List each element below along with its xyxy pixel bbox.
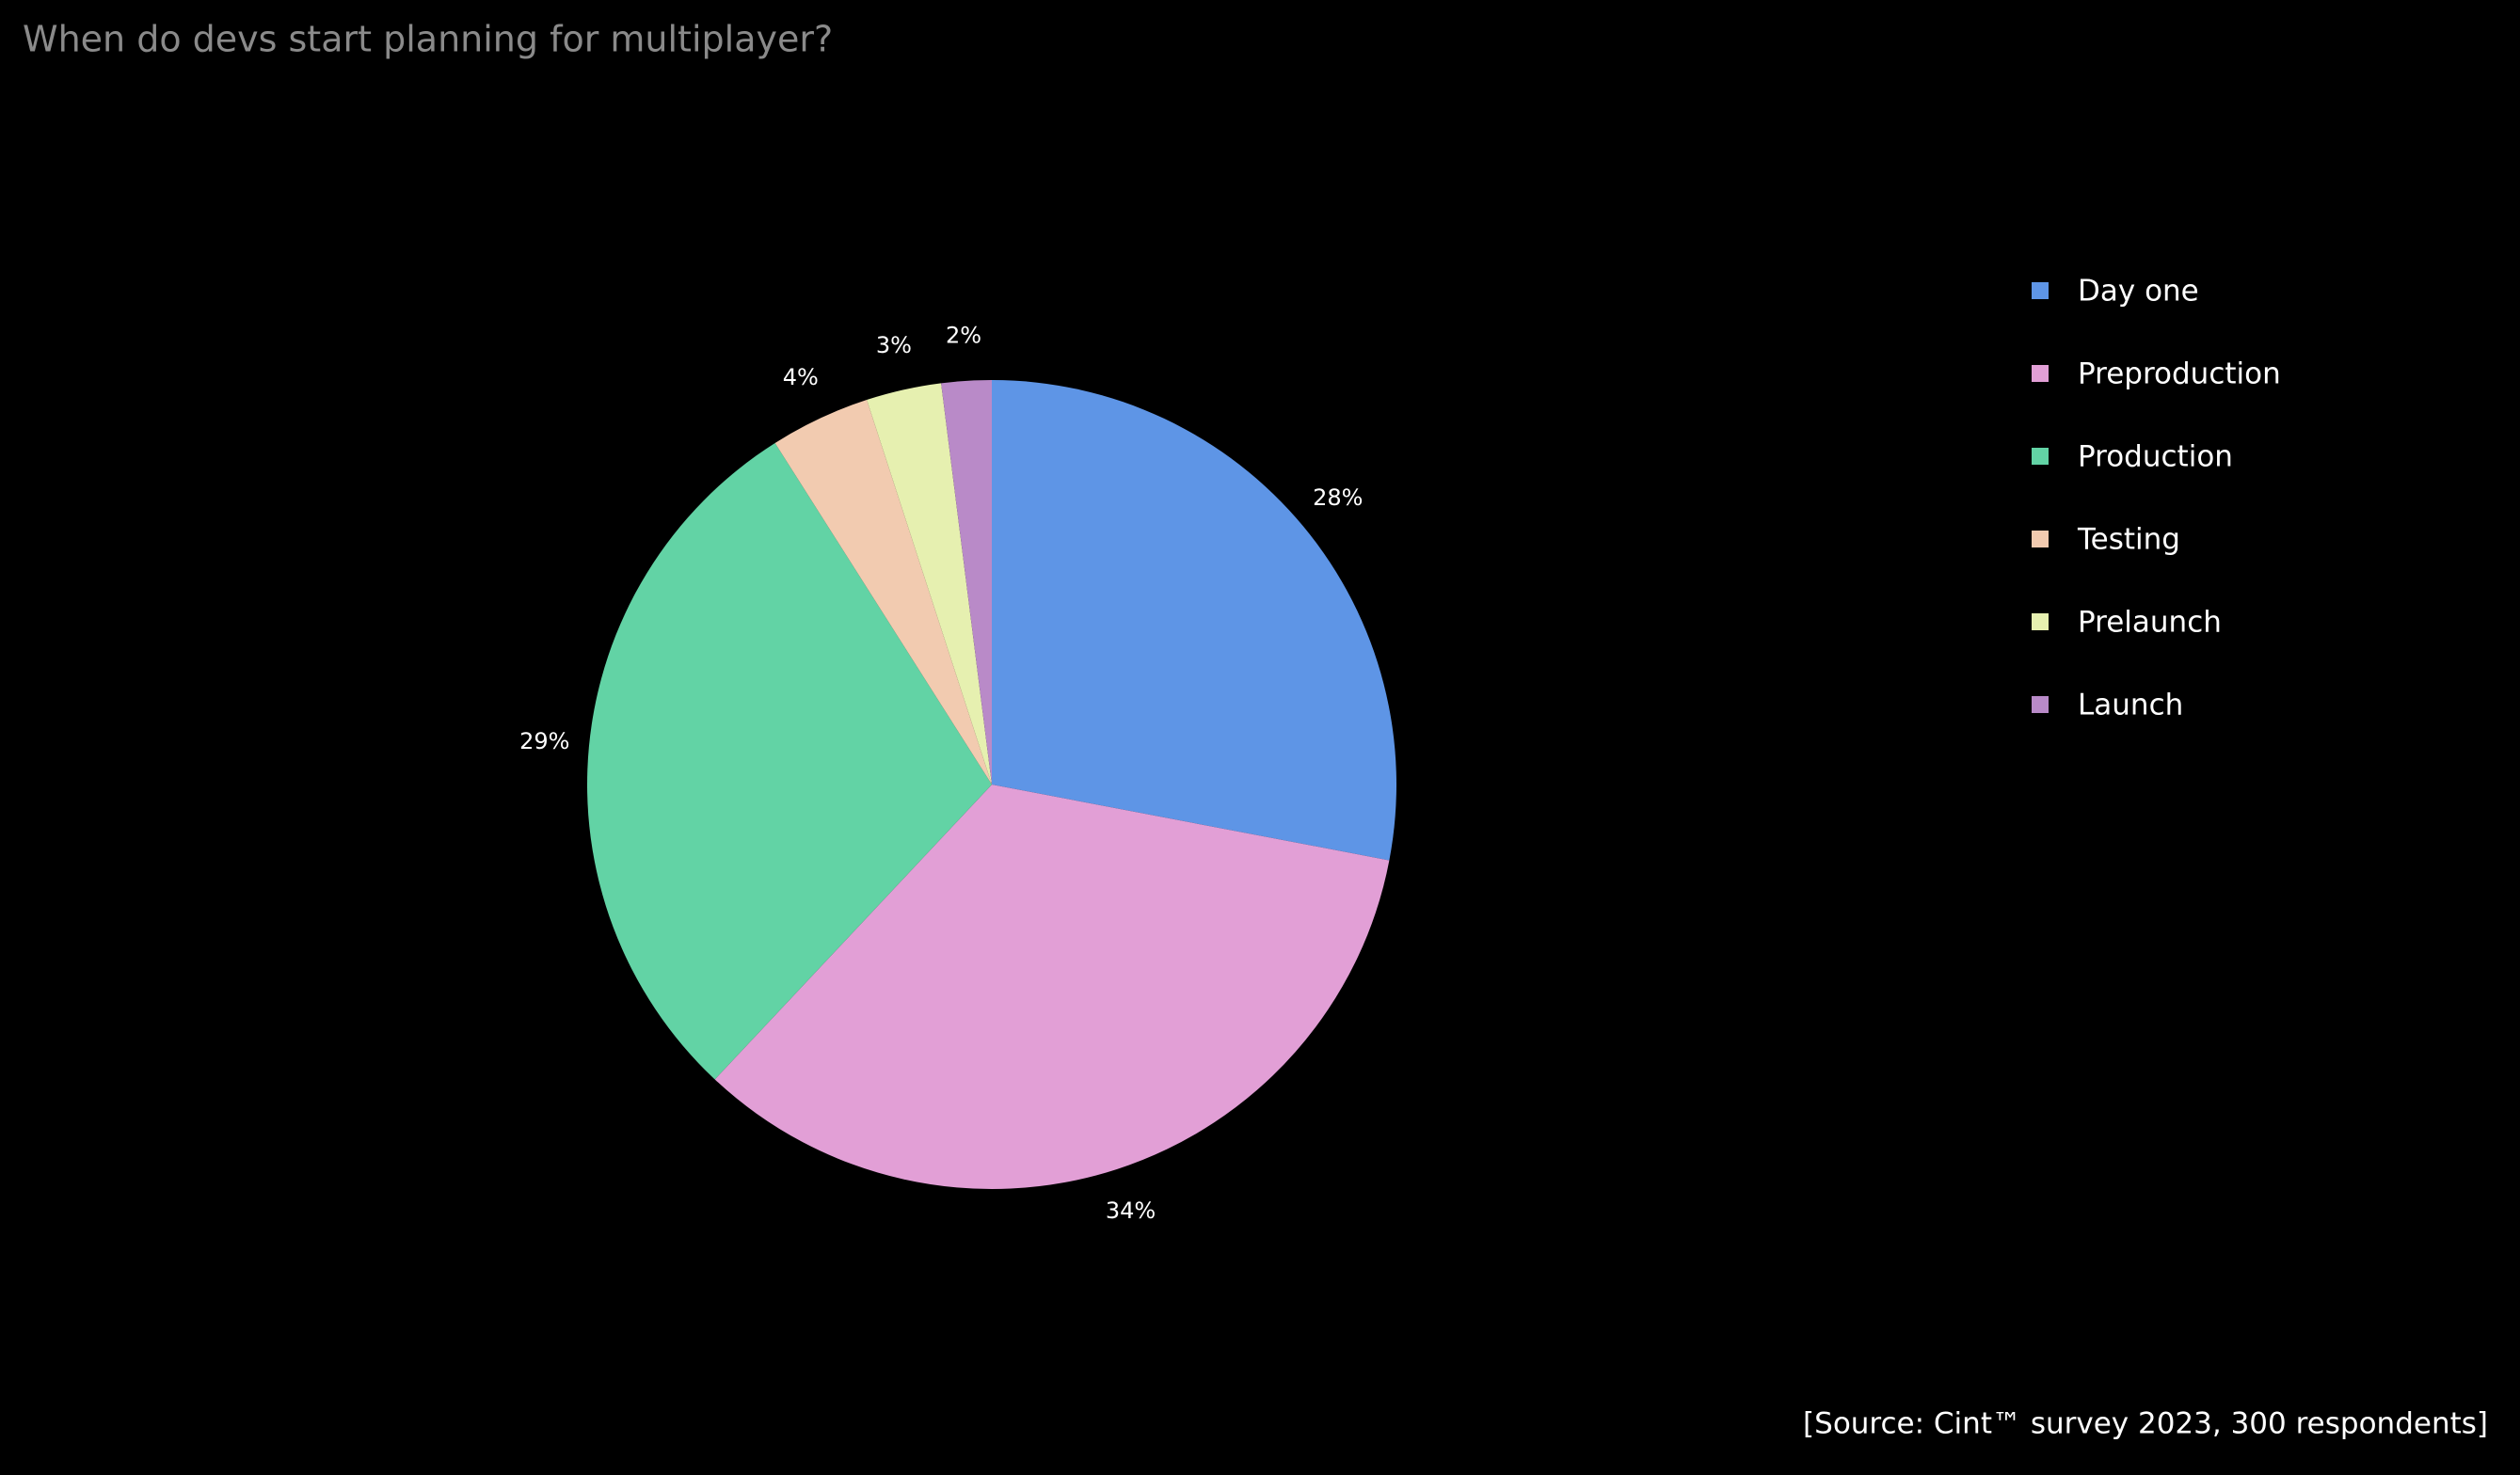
legend-swatch — [2032, 448, 2049, 465]
legend-label: Launch — [2078, 689, 2183, 722]
data-label: 2% — [946, 323, 981, 349]
data-label: 28% — [1313, 484, 1363, 511]
pie-slice — [941, 380, 992, 785]
data-label: 34% — [1106, 1197, 1156, 1224]
data-label: 3% — [876, 332, 912, 358]
legend-label: Prelaunch — [2078, 606, 2222, 640]
legend-label: Production — [2078, 440, 2233, 474]
data-label: 4% — [783, 364, 819, 390]
chart-title: When do devs start planning for multipla… — [23, 19, 833, 60]
legend-swatch — [2032, 365, 2049, 382]
pie-slice — [992, 380, 1396, 861]
legend-swatch — [2032, 613, 2049, 630]
legend-swatch — [2032, 531, 2049, 547]
legend-label: Testing — [2077, 523, 2180, 557]
legend-swatch — [2032, 282, 2049, 299]
pie-slice — [867, 383, 992, 785]
data-label: 29% — [519, 728, 569, 754]
pie-slice — [774, 400, 992, 785]
source-note: [Source: Cint™ survey 2023, 300 responde… — [1803, 1407, 2488, 1441]
legend-swatch — [2032, 696, 2049, 713]
pie-slice — [714, 785, 1390, 1189]
legend-label: Preproduction — [2078, 357, 2281, 391]
pie-slice — [587, 442, 992, 1080]
legend-label: Day one — [2078, 275, 2199, 309]
